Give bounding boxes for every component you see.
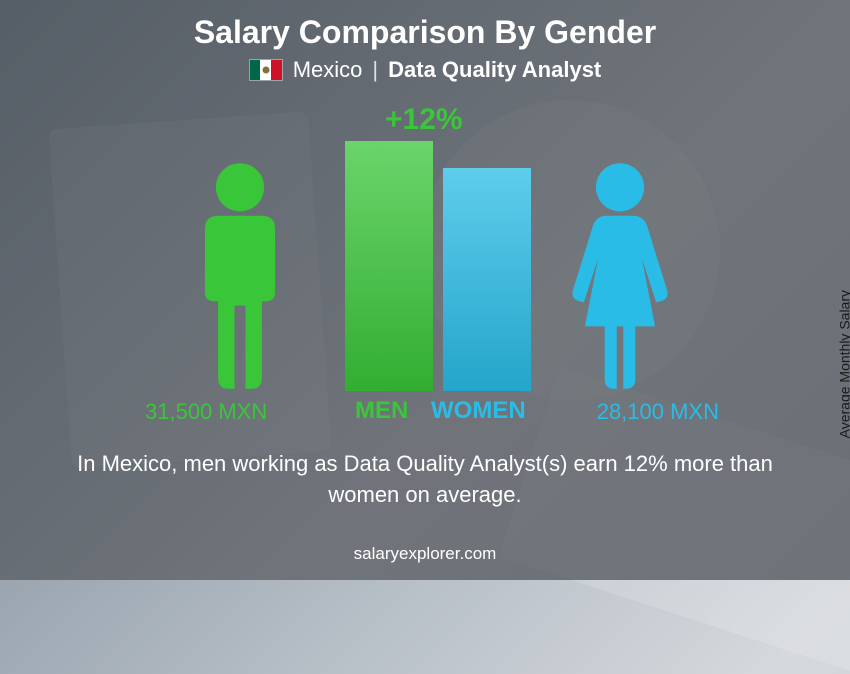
female-figure-icon — [565, 161, 675, 391]
page-title: Salary Comparison By Gender — [194, 14, 656, 51]
country-label: Mexico — [293, 57, 363, 83]
pct-difference-badge: +12% — [385, 103, 463, 137]
female-salary-bar — [443, 168, 531, 391]
footer-credit: salaryexplorer.com — [0, 544, 850, 564]
female-salary-value: 28,100 MXN — [597, 399, 719, 425]
male-salary-bar — [345, 141, 433, 391]
mexico-flag-icon — [249, 59, 283, 81]
y-axis-label: Average Monthly Salary — [836, 290, 850, 438]
female-label: WOMEN — [431, 397, 526, 425]
male-label: MEN — [355, 397, 408, 425]
male-salary-value: 31,500 MXN — [145, 399, 267, 425]
subtitle-row: Mexico | Data Quality Analyst — [249, 57, 602, 83]
separator: | — [372, 57, 378, 83]
role-label: Data Quality Analyst — [388, 57, 601, 83]
content-wrapper: Salary Comparison By Gender Mexico | Dat… — [0, 0, 850, 580]
gender-salary-chart: +12% MEN WOMEN 31,500 MXN 28,100 MXN — [105, 111, 745, 431]
male-figure-icon — [185, 161, 295, 391]
caption-text: In Mexico, men working as Data Quality A… — [65, 449, 785, 511]
